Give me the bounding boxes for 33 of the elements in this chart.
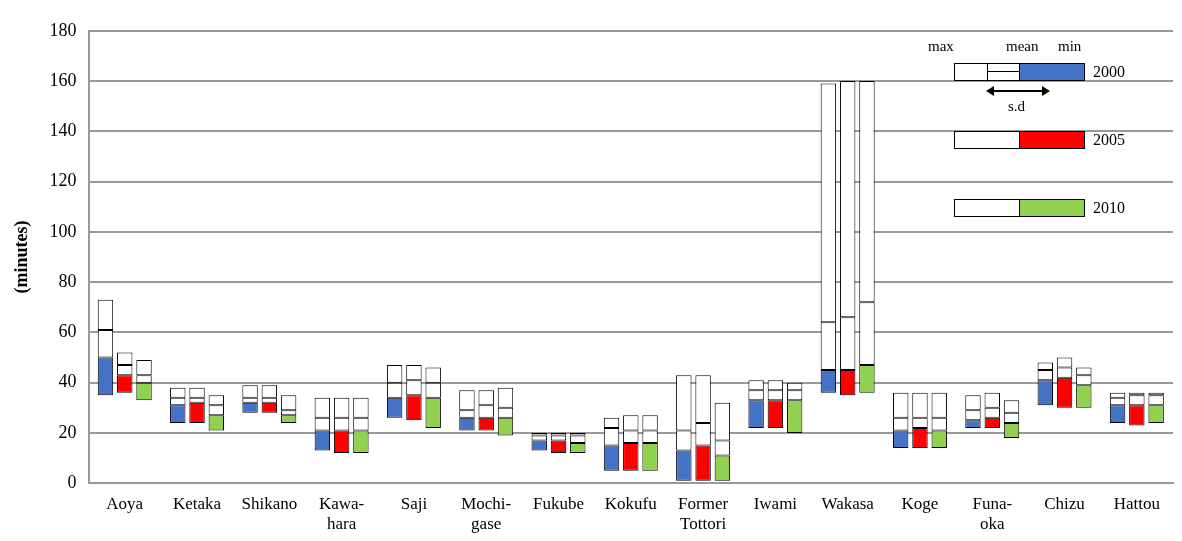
annotation: s.d	[1008, 98, 1026, 115]
x-tick-label: Mochi- gase	[461, 493, 512, 534]
y-tick-label: 100	[49, 220, 77, 241]
x-tick-label: Shikano	[241, 493, 298, 513]
x-tick-label: Iwami	[753, 493, 798, 513]
x-tick-label: Funa- oka	[972, 493, 1013, 534]
legend-label: 2010	[1093, 199, 1125, 217]
y-tick-label: 60	[58, 321, 77, 342]
y-tick-label: 160	[49, 69, 77, 90]
y-tick-label: 80	[58, 270, 77, 291]
y-tick-label: 120	[49, 170, 77, 191]
legend-label: 2005	[1093, 131, 1125, 149]
x-tick-label: Kawa- hara	[318, 493, 365, 534]
y-tick-label: 180	[49, 19, 77, 40]
x-tick-label: Aoya	[106, 493, 144, 513]
x-tick-label: Fukube	[533, 493, 585, 513]
y-tick-label: 40	[58, 371, 77, 392]
annotation: max	[928, 38, 954, 55]
x-tick-label: Wakasa	[821, 493, 875, 513]
x-tick-label: Koge	[901, 493, 939, 513]
legend-label: 2000	[1093, 63, 1125, 81]
x-tick-label: Chizu	[1044, 493, 1086, 513]
y-tick-label: 140	[49, 120, 77, 141]
x-tick-label: Saji	[400, 493, 428, 513]
y-tick-label: 0	[67, 471, 77, 492]
x-tick-label: Hattou	[1113, 493, 1161, 513]
x-tick-label: Ketaka	[172, 493, 222, 513]
annotation: min	[1058, 38, 1082, 55]
x-tick-label: Kokufu	[604, 493, 658, 513]
y-axis-title: (minutes)	[11, 220, 33, 294]
y-tick-label: 20	[58, 421, 77, 442]
annotation: mean	[1006, 38, 1039, 55]
x-tick-label: Former Tottori	[678, 493, 729, 534]
